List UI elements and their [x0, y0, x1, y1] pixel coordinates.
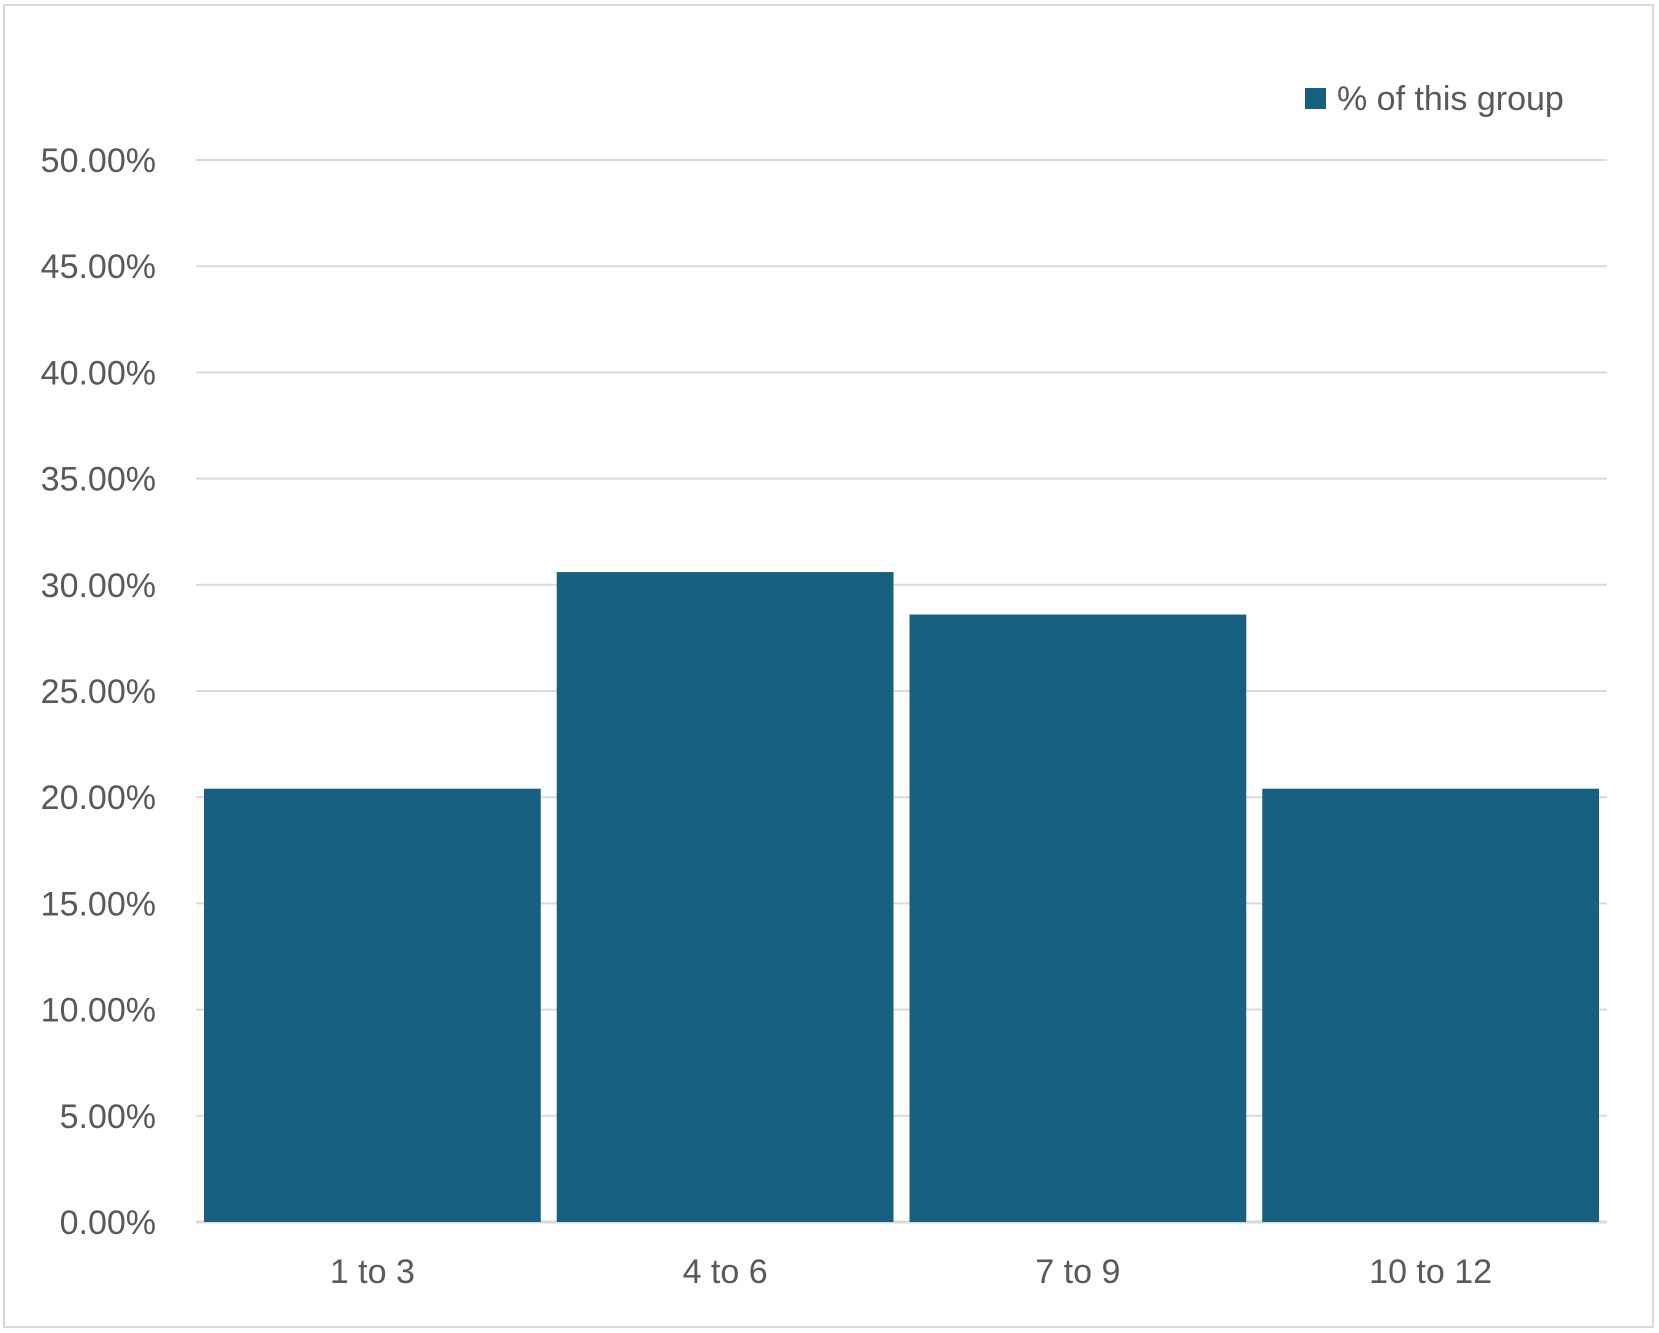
bar	[204, 788, 541, 1222]
y-tick-label: 10.00%	[41, 992, 156, 1030]
bar	[1262, 788, 1599, 1222]
y-tick-label: 0.00%	[60, 1204, 156, 1242]
x-axis-tick-labels: 1 to 3 4 to 6 7 to 9 10 to 12	[330, 1253, 1492, 1291]
y-tick-label: 25.00%	[41, 673, 156, 711]
y-tick-label: 45.00%	[41, 248, 156, 286]
y-tick-label: 35.00%	[41, 461, 156, 499]
legend: % of this group	[1305, 80, 1564, 118]
bars	[204, 572, 1599, 1222]
y-tick-label: 30.00%	[41, 567, 156, 605]
y-tick-label: 40.00%	[41, 354, 156, 392]
y-tick-label: 5.00%	[60, 1098, 156, 1136]
y-tick-label: 50.00%	[41, 142, 156, 180]
legend-label: % of this group	[1337, 80, 1564, 118]
x-tick-label: 7 to 9	[1035, 1253, 1120, 1291]
x-tick-label: 1 to 3	[330, 1253, 415, 1291]
legend-swatch	[1305, 88, 1326, 109]
y-tick-label: 15.00%	[41, 885, 156, 923]
y-tick-label: 20.00%	[41, 779, 156, 817]
x-tick-label: 4 to 6	[683, 1253, 768, 1291]
y-axis-tick-labels: 0.00% 5.00% 10.00% 15.00% 20.00% 25.00% 30.00%…	[41, 142, 156, 1242]
x-tick-label: 10 to 12	[1369, 1253, 1492, 1291]
bar	[909, 614, 1247, 1222]
bar	[556, 572, 894, 1222]
